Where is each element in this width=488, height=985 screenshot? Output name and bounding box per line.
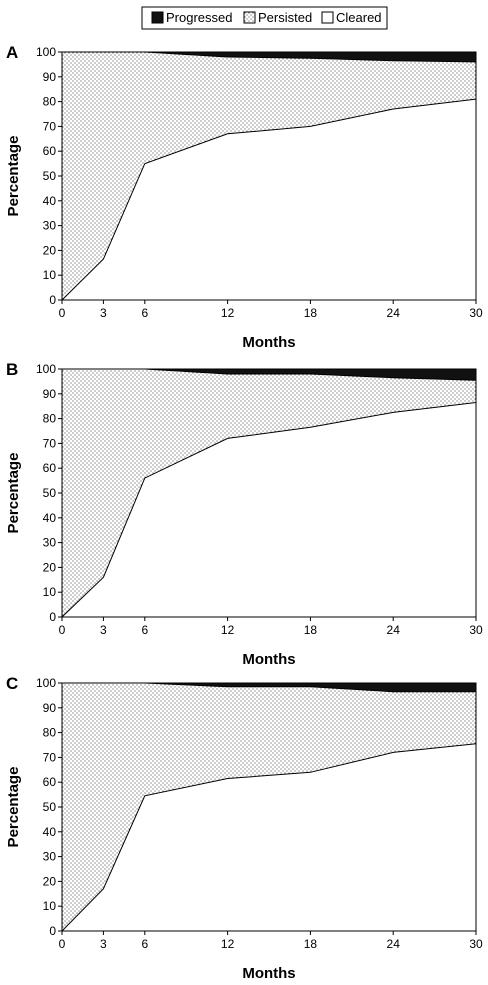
x-tick-label: 18 <box>304 937 318 951</box>
y-tick-label: 0 <box>49 924 56 938</box>
y-tick-label: 10 <box>43 268 57 282</box>
legend-swatch-persisted <box>243 11 256 24</box>
x-axis-title: Months <box>242 651 295 668</box>
y-tick-label: 70 <box>43 750 57 764</box>
y-axis-title: Percentage <box>5 136 22 217</box>
x-tick-label: 6 <box>141 937 148 951</box>
panel-b: 0 10 20 30 40 50 60 70 80 90 100 0 3 6 12 18 24 30 Months P… <box>5 360 483 668</box>
panel-letter: B <box>6 360 18 379</box>
y-tick-label: 10 <box>43 585 57 599</box>
y-tick-label: 80 <box>43 726 57 740</box>
y-tick-label: 0 <box>49 293 56 307</box>
area-persisted <box>62 52 476 300</box>
y-tick-label: 20 <box>43 560 57 574</box>
area-progressed <box>62 683 476 692</box>
legend-label-progressed: Progressed <box>166 10 232 25</box>
legend: Progressed Persisted Cleared <box>141 6 388 30</box>
panel-letter: A <box>6 43 18 62</box>
x-tick-label: 0 <box>59 937 66 951</box>
x-tick-label: 12 <box>221 306 235 320</box>
x-tick-label: 24 <box>387 306 401 320</box>
legend-label-cleared: Cleared <box>336 10 382 25</box>
y-tick-label: 60 <box>43 461 57 475</box>
x-tick-label: 0 <box>59 623 66 637</box>
y-tick-label: 40 <box>43 825 57 839</box>
area-progressed <box>62 52 476 62</box>
y-tick-label: 40 <box>43 194 57 208</box>
area-cleared <box>62 402 476 617</box>
y-tick-label: 40 <box>43 511 57 525</box>
legend-label-persisted: Persisted <box>258 10 312 25</box>
x-tick-label: 30 <box>469 623 483 637</box>
x-tick-label: 18 <box>304 306 318 320</box>
y-tick-label: 30 <box>43 536 57 550</box>
area-cleared <box>62 99 476 300</box>
y-tick-label: 60 <box>43 144 57 158</box>
y-axis-title: Percentage <box>5 767 22 848</box>
y-tick-label: 0 <box>49 610 56 624</box>
area-cleared <box>62 743 476 931</box>
series-line-cleared <box>61 98 477 301</box>
y-tick-label: 60 <box>43 775 57 789</box>
y-tick-label: 90 <box>43 701 57 715</box>
series-line-cleared <box>61 743 477 932</box>
y-tick-label: 50 <box>43 169 57 183</box>
x-tick-label: 6 <box>141 306 148 320</box>
area-progressed <box>62 369 476 381</box>
x-axis-title: Months <box>242 965 295 982</box>
legend-swatch-cleared <box>321 11 334 24</box>
y-tick-label: 10 <box>43 899 57 913</box>
y-tick-label: 30 <box>43 850 57 864</box>
x-axis-title: Months <box>242 334 295 351</box>
y-tick-label: 80 <box>43 412 57 426</box>
y-tick-label: 50 <box>43 800 57 814</box>
x-tick-label: 6 <box>141 623 148 637</box>
y-tick-label: 100 <box>36 45 56 59</box>
y-tick-label: 50 <box>43 486 57 500</box>
y-tick-label: 80 <box>43 95 57 109</box>
y-tick-label: 70 <box>43 436 57 450</box>
x-tick-label: 0 <box>59 306 66 320</box>
x-tick-label: 12 <box>221 937 235 951</box>
y-tick-label: 70 <box>43 119 57 133</box>
area-persisted <box>62 683 476 931</box>
x-tick-label: 30 <box>469 937 483 951</box>
x-tick-label: 3 <box>100 623 107 637</box>
x-tick-label: 18 <box>304 623 318 637</box>
y-tick-label: 20 <box>43 243 57 257</box>
panel-letter: C <box>6 674 18 693</box>
x-tick-label: 3 <box>100 306 107 320</box>
y-axis-title: Percentage <box>5 453 22 534</box>
x-tick-label: 24 <box>387 937 401 951</box>
y-tick-label: 20 <box>43 874 57 888</box>
y-tick-label: 100 <box>36 676 56 690</box>
x-tick-label: 30 <box>469 306 483 320</box>
y-tick-label: 30 <box>43 219 57 233</box>
y-tick-label: 90 <box>43 387 57 401</box>
panel-a: 0 10 20 30 40 50 60 70 80 90 100 0 3 6 12 18 24 30 Months P… <box>5 43 483 351</box>
x-tick-label: 3 <box>100 937 107 951</box>
series-line-cleared <box>61 402 477 618</box>
x-tick-label: 24 <box>387 623 401 637</box>
legend-swatch-progressed <box>151 11 164 24</box>
area-persisted <box>62 369 476 617</box>
y-tick-label: 90 <box>43 70 57 84</box>
x-tick-label: 12 <box>221 623 235 637</box>
y-tick-label: 100 <box>36 362 56 376</box>
panel-c: 0 10 20 30 40 50 60 70 80 90 100 0 3 6 12 18 24 30 Months P… <box>5 674 483 982</box>
